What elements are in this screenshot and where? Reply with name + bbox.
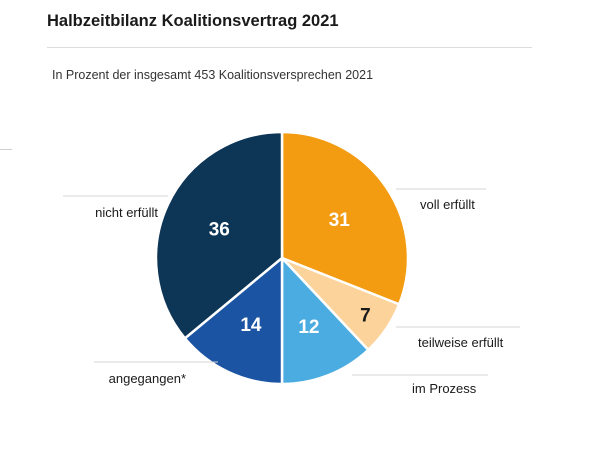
slice-category-labels: voll erfüllt teilweise erfüllt im Prozess a… [95,197,504,396]
title-divider [47,47,532,48]
chart-subtitle: In Prozent der insgesamt 453 Koalitionsv… [52,68,374,82]
label-leader-lines [63,188,520,376]
slice-value-labels: 31 7 12 14 36 [209,210,371,338]
pie-slices [154,130,410,386]
chart-title: Halbzeitbilanz Koalitionsvertrag 2021 [47,12,339,30]
value-label-nicht-erf-llt: 36 [209,219,230,240]
value-label-teilweise-erf-llt: 7 [360,306,371,327]
category-label-im-prozess: im Prozess [412,381,477,396]
pie-slice-nicht-erf-llt [154,130,284,341]
category-label-teilweise-erf-llt: teilweise erfüllt [418,335,504,350]
pie-slice-voll-erf-llt [280,130,410,307]
category-label-nicht-erf-llt: nicht erfüllt [95,205,158,220]
edge-tick [0,149,12,150]
pie-slice-angegangen [183,255,284,386]
category-label-angegangen: angegangen* [109,371,186,386]
value-label-angegangen: 14 [240,315,262,336]
value-label-voll-erf-llt: 31 [329,210,351,231]
category-label-voll-erf-llt: voll erfüllt [420,197,475,212]
value-label-im-prozess: 12 [298,317,319,338]
pie-slice-im-prozess [280,254,371,386]
